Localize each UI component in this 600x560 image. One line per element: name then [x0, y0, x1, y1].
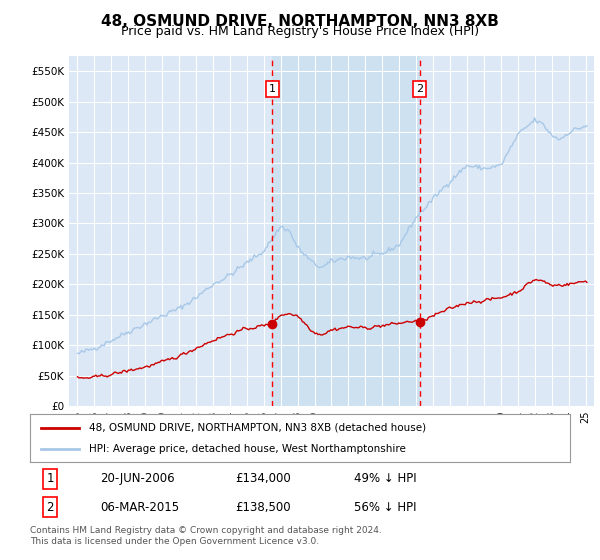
Text: £134,000: £134,000	[235, 473, 291, 486]
Text: Contains HM Land Registry data © Crown copyright and database right 2024.
This d: Contains HM Land Registry data © Crown c…	[30, 526, 382, 546]
Text: 48, OSMUND DRIVE, NORTHAMPTON, NN3 8XB: 48, OSMUND DRIVE, NORTHAMPTON, NN3 8XB	[101, 14, 499, 29]
Text: 1: 1	[269, 84, 276, 94]
Text: £138,500: £138,500	[235, 501, 291, 514]
Text: 06-MAR-2015: 06-MAR-2015	[100, 501, 179, 514]
Text: Price paid vs. HM Land Registry's House Price Index (HPI): Price paid vs. HM Land Registry's House …	[121, 25, 479, 38]
Text: HPI: Average price, detached house, West Northamptonshire: HPI: Average price, detached house, West…	[89, 444, 406, 454]
Text: 48, OSMUND DRIVE, NORTHAMPTON, NN3 8XB (detached house): 48, OSMUND DRIVE, NORTHAMPTON, NN3 8XB (…	[89, 423, 427, 433]
Text: 56% ↓ HPI: 56% ↓ HPI	[354, 501, 416, 514]
Text: 2: 2	[46, 501, 54, 514]
Text: 1: 1	[46, 473, 54, 486]
Text: 20-JUN-2006: 20-JUN-2006	[100, 473, 175, 486]
Text: 2: 2	[416, 84, 423, 94]
Bar	[272, 56, 419, 406]
Text: 49% ↓ HPI: 49% ↓ HPI	[354, 473, 416, 486]
